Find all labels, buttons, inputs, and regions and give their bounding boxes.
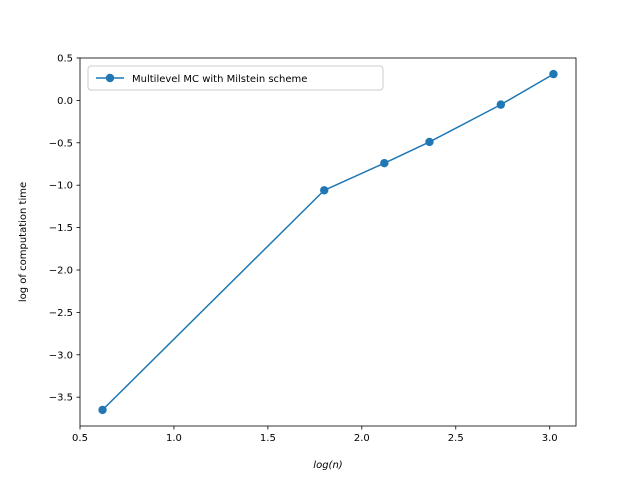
x-axis-ticks: 0.5 1.0 1.5 2.0 2.5 3.0 bbox=[72, 426, 558, 444]
plot-frame bbox=[79, 57, 577, 427]
y-tick-label: −2.0 bbox=[49, 265, 73, 276]
x-tick-label: 2.5 bbox=[448, 433, 464, 444]
data-point bbox=[320, 186, 329, 195]
legend: Multilevel MC with Milstein scheme bbox=[87, 65, 384, 91]
x-axis-label: log(n) bbox=[313, 460, 342, 471]
y-tick-label: −3.0 bbox=[49, 350, 73, 361]
y-tick-label: 0.0 bbox=[57, 96, 73, 107]
legend-entry-label: Multilevel MC with Milstein scheme bbox=[132, 74, 307, 85]
y-tick-label: −1.0 bbox=[49, 181, 73, 192]
series-line bbox=[102, 73, 554, 411]
y-axis-label: log of computation time bbox=[18, 182, 29, 302]
data-point bbox=[549, 69, 558, 79]
x-tick-label: 3.0 bbox=[542, 433, 558, 444]
data-point bbox=[425, 137, 434, 147]
data-point bbox=[496, 100, 506, 109]
x-tick-label: 0.5 bbox=[72, 433, 88, 444]
x-tick-label: 1.0 bbox=[166, 433, 182, 444]
data-point bbox=[98, 405, 107, 415]
legend-box bbox=[87, 65, 384, 91]
data-point bbox=[380, 158, 389, 168]
x-tick-label: 1.5 bbox=[260, 433, 276, 444]
legend-marker-swatch bbox=[105, 73, 115, 83]
y-tick-label: −1.5 bbox=[49, 223, 73, 234]
y-tick-label: −3.5 bbox=[49, 393, 73, 404]
series-layer bbox=[98, 69, 558, 415]
y-tick-label: −2.5 bbox=[49, 308, 73, 319]
y-tick-label: 0.5 bbox=[57, 54, 73, 65]
y-axis-ticks: 0.5 0.0 −0.5 −1.0 −1.5 −2.0 −2.5 −3.0 −3.5 bbox=[49, 54, 80, 404]
plot-area bbox=[80, 58, 576, 426]
y-tick-label: −0.5 bbox=[49, 138, 73, 149]
x-tick-label: 2.0 bbox=[354, 433, 370, 444]
